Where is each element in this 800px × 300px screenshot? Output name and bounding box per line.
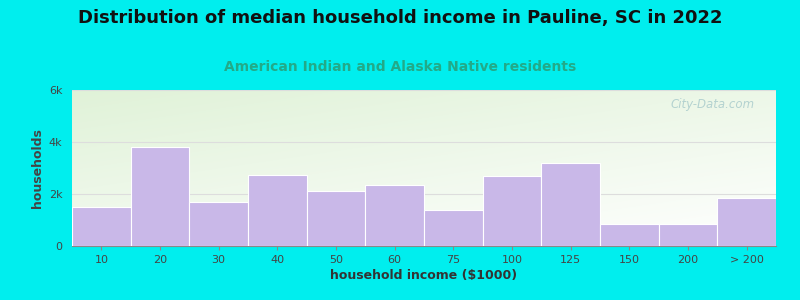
Bar bbox=[306, 191, 366, 246]
Bar bbox=[482, 176, 542, 246]
Bar bbox=[718, 198, 776, 246]
Bar bbox=[190, 202, 248, 246]
Bar bbox=[72, 207, 130, 246]
X-axis label: household income ($1000): household income ($1000) bbox=[330, 269, 518, 282]
Bar bbox=[248, 175, 306, 246]
Bar bbox=[424, 210, 482, 246]
Bar bbox=[600, 224, 658, 246]
Y-axis label: households: households bbox=[31, 128, 45, 208]
Bar bbox=[366, 185, 424, 246]
Text: City-Data.com: City-Data.com bbox=[670, 98, 755, 111]
Bar bbox=[130, 147, 190, 246]
Text: American Indian and Alaska Native residents: American Indian and Alaska Native reside… bbox=[224, 60, 576, 74]
Bar bbox=[658, 224, 718, 246]
Bar bbox=[542, 163, 600, 246]
Text: Distribution of median household income in Pauline, SC in 2022: Distribution of median household income … bbox=[78, 9, 722, 27]
